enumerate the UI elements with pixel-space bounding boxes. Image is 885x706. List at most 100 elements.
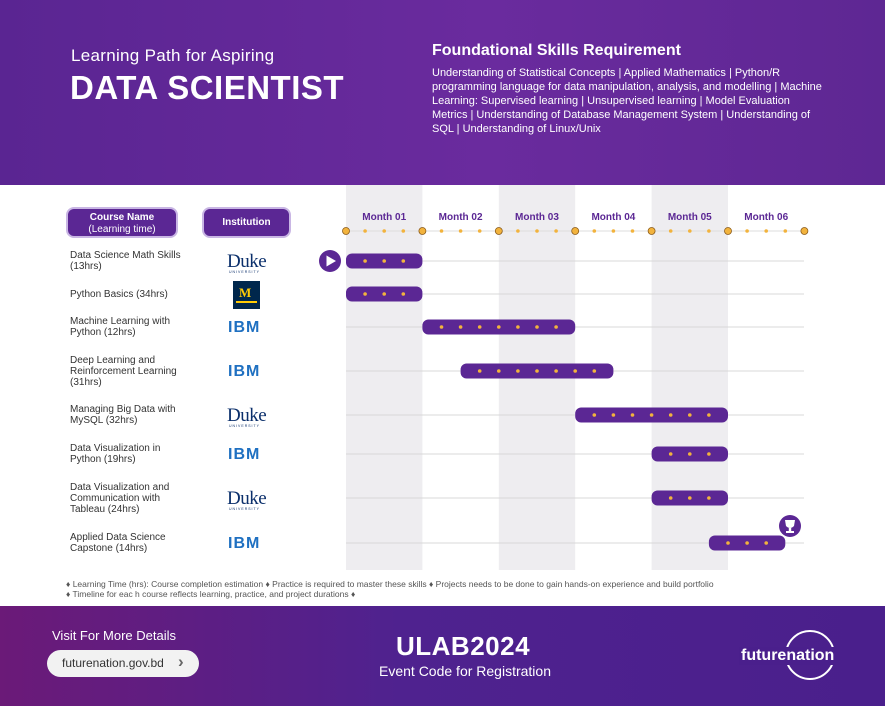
duke-logo: Duke UNIVERSITY: [227, 251, 267, 274]
header-banner: [0, 0, 885, 185]
bar-dot: [726, 541, 730, 545]
chevron-right-icon[interactable]: ›: [178, 652, 184, 671]
ibm-logo: IBM: [228, 446, 261, 463]
bar-dot: [401, 292, 406, 296]
course-name: Python Basics (34hrs): [70, 288, 168, 300]
bar-dot: [668, 413, 673, 417]
course-bar: [575, 407, 728, 423]
bar-dot: [611, 413, 616, 417]
bar-dot: [477, 325, 482, 329]
timeline-marker: [418, 227, 427, 235]
url-text[interactable]: futurenation.gov.bd: [62, 656, 164, 670]
page-title: DATA SCIENTIST: [70, 69, 345, 106]
course-name-header-title: Course Name: [89, 212, 155, 223]
bar-dot: [497, 325, 501, 329]
bar-dot: [382, 259, 387, 263]
bar-dot: [630, 413, 635, 417]
event-code: ULAB2024: [396, 631, 531, 661]
timeline-tick: [592, 229, 597, 233]
course-name: Data Visualization and Communication wit…: [70, 481, 170, 515]
duke-logo: Duke UNIVERSITY: [227, 405, 267, 428]
michigan-logo-letter: M: [239, 285, 252, 300]
month-label: Month 02: [439, 212, 483, 223]
requirements-title: Foundational Skills Requirement: [432, 42, 681, 59]
course-name: Deep Learning and Reinforcement Learning…: [70, 354, 177, 388]
institution-header: Institution: [202, 207, 291, 238]
bar-dot: [477, 369, 482, 373]
bar-dot: [458, 325, 463, 329]
timeline-tick: [382, 229, 387, 233]
bar-dot: [745, 541, 749, 545]
course-name: Data Science Math Skills (13hrs): [70, 250, 181, 272]
duke-logo: Duke UNIVERSITY: [227, 488, 267, 511]
timeline-tick: [630, 229, 635, 233]
bar-dot: [688, 452, 692, 456]
bar-dot: [401, 259, 406, 263]
bar-dot: [554, 325, 558, 329]
bar-dot: [592, 369, 597, 373]
course-name: Data Visualization in Python (19hrs): [70, 443, 161, 465]
page-subtitle: Learning Path for Aspiring: [71, 46, 275, 65]
course-name: Managing Big Data with MySQL (32hrs): [70, 404, 176, 426]
timeline-tick: [668, 229, 673, 233]
duke-logo-sub: UNIVERSITY: [229, 424, 261, 428]
timeline-tick: [516, 229, 520, 233]
requirements-text: Understanding of Statistical Concepts | …: [432, 67, 822, 135]
timeline-tick: [688, 229, 692, 233]
bar-dot: [649, 413, 654, 417]
brand-logo: futurenation: [739, 647, 837, 665]
bar-dot: [516, 369, 520, 373]
ibm-logo: IBM: [228, 535, 261, 552]
timeline-marker: [571, 227, 580, 235]
michigan-logo: M: [233, 281, 260, 309]
bar-dot: [668, 452, 673, 456]
course-bar: [708, 535, 786, 551]
bar-dot: [516, 325, 520, 329]
timeline-tick: [611, 229, 616, 233]
month-stripe: [651, 185, 728, 570]
timeline-tick: [554, 229, 558, 233]
legend-line-2: ♦ Timeline for eac h course reflects lea…: [66, 589, 356, 599]
bar-dot: [707, 452, 711, 456]
duke-logo-sub: UNIVERSITY: [229, 507, 261, 511]
course-name: Machine Learning with Python (12hrs): [70, 316, 171, 338]
bar-dot: [363, 259, 367, 263]
trophy-icon-stem: [788, 528, 792, 531]
bar-dot: [382, 292, 387, 296]
course-name-header-sub: (Learning time): [88, 224, 156, 235]
course-bar: [346, 253, 423, 269]
timeline-marker: [724, 227, 732, 235]
course-bar: [651, 446, 728, 462]
timeline-tick: [458, 229, 463, 233]
month-label: Month 03: [515, 212, 559, 223]
legend-line-1: ♦ Learning Time (hrs): Course completion…: [66, 579, 714, 589]
timeline-tick: [707, 229, 711, 233]
bar-dot: [554, 369, 558, 373]
ibm-logo: IBM: [228, 363, 261, 380]
month-stripe: [346, 185, 423, 570]
legend: ♦ Learning Time (hrs): Course completion…: [66, 579, 826, 599]
month-label: Month 06: [744, 212, 788, 223]
url-button[interactable]: [47, 650, 199, 677]
timeline-marker: [800, 227, 809, 235]
institution-header-title: Institution: [222, 217, 271, 228]
month-label: Month 04: [591, 212, 635, 223]
ibm-logo: IBM: [228, 319, 261, 336]
month-stripe: [498, 185, 576, 570]
course-bar: [346, 286, 423, 302]
play-icon: [319, 250, 341, 272]
timeline-tick: [764, 229, 768, 233]
timeline-tick: [401, 229, 406, 233]
course-bar: [460, 363, 614, 379]
duke-logo-sub: UNIVERSITY: [229, 270, 261, 274]
bar-dot: [707, 413, 711, 417]
bar-dot: [764, 541, 768, 545]
course-bar: [651, 490, 728, 506]
event-code-label: Event Code for Registration: [379, 663, 551, 679]
bar-dot: [497, 369, 501, 373]
bar-dot: [363, 292, 367, 296]
course-bar: [422, 319, 576, 335]
timeline-tick: [477, 229, 482, 233]
timeline-tick: [363, 229, 367, 233]
play-icon-triangle: [326, 255, 336, 267]
